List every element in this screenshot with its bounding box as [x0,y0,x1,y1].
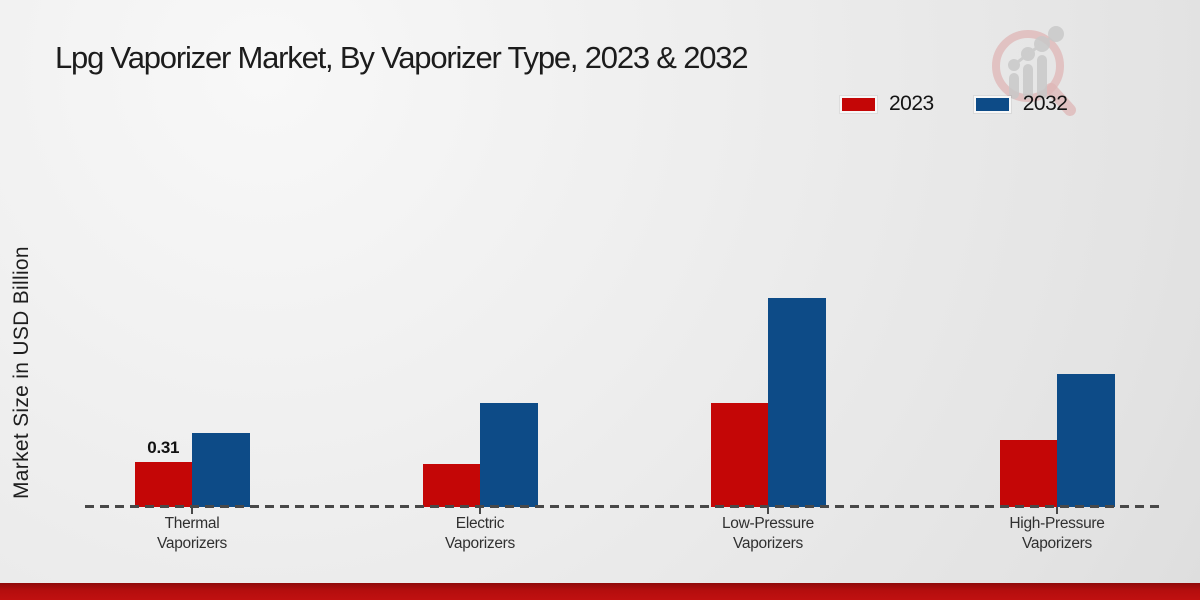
category-label-low-pressure-vaporizers: Low-Pressure Vaporizers [721,515,815,552]
bar-2032-electric-vaporizers [480,402,538,507]
category-label-high-pressure-vaporizers: High-Pressure Vaporizers [1009,515,1105,552]
legend-item-2023: 2023 [840,92,934,116]
legend-label-2032: 2032 [1022,92,1068,115]
bar-2023-low-pressure-vaporizers [710,402,768,507]
legend-swatch-2023 [840,95,877,113]
bar-2023-electric-vaporizers [422,463,480,507]
magnifier-bar-chart-logo-icon [992,26,1076,116]
legend-label-2023: 2023 [889,92,934,115]
x-axis-tick-low-pressure-vaporizers [767,507,769,514]
x-axis-tick-high-pressure-vaporizers [1056,507,1058,514]
y-axis-label: Market Size in USD Billion [10,246,33,499]
footer-red-strip [0,583,1200,600]
bar-2032-low-pressure-vaporizers [768,298,826,507]
chart-title: Lpg Vaporizer Market, By Vaporizer Type,… [55,40,749,75]
category-label-thermal-vaporizers: Thermal Vaporizers [157,515,227,552]
bar-2023-high-pressure-vaporizers [999,440,1057,507]
bar-2032-high-pressure-vaporizers [1057,373,1115,507]
category-label-electric-vaporizers: Electric Vaporizers [445,515,515,552]
bar-2023-thermal-vaporizers [134,462,192,507]
legend-item-2032: 2032 [973,92,1068,116]
bar-2032-thermal-vaporizers [192,433,250,507]
value-label-2023-thermal-vaporizers: 0.31 [147,438,180,458]
x-axis-baseline [85,505,1165,508]
x-axis-tick-thermal-vaporizers [191,507,193,514]
legend: 2023 2032 [840,92,1068,116]
x-axis-tick-electric-vaporizers [479,507,481,514]
legend-swatch-2032 [973,95,1011,113]
